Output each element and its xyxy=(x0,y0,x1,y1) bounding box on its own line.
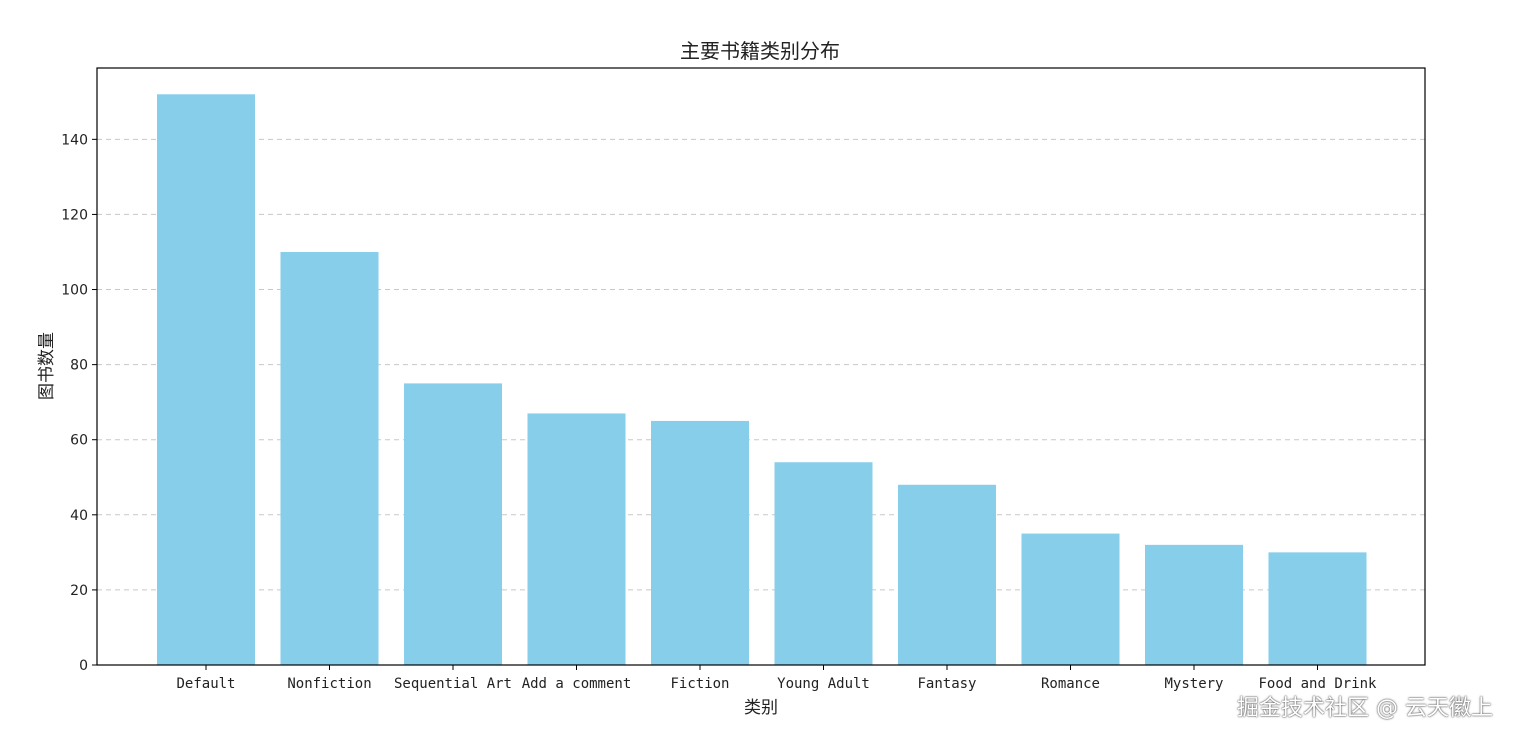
y-axis-ticks: 0 20 40 60 80 100 120 140 xyxy=(61,132,97,674)
x-tick-label: Default xyxy=(176,676,235,692)
y-tick-label: 40 xyxy=(70,508,88,524)
y-tick-label: 20 xyxy=(70,583,88,599)
y-tick-label: 80 xyxy=(70,358,88,374)
bar-mystery xyxy=(1145,544,1243,665)
bar-fantasy xyxy=(898,484,996,665)
x-tick-label: Add a comment xyxy=(522,676,632,692)
y-tick-label: 60 xyxy=(70,433,88,449)
y-tick-label: 100 xyxy=(61,283,88,299)
bar-romance xyxy=(1021,533,1120,665)
bar-add-a-comment xyxy=(527,413,626,665)
y-axis-label: 图书数量 xyxy=(37,332,57,400)
x-tick-label: Sequential Art xyxy=(394,676,512,692)
bar-default xyxy=(157,94,255,665)
x-axis-label: 类别 xyxy=(744,698,778,718)
watermark-text: 掘金技术社区 @ 云天徽上 xyxy=(1237,696,1493,721)
x-tick-label: Young Adult xyxy=(777,676,870,692)
chart-title: 主要书籍类别分布 xyxy=(680,39,840,63)
y-tick-label: 140 xyxy=(61,132,88,148)
x-tick-label: Mystery xyxy=(1164,676,1223,692)
bar-sequential-art xyxy=(404,383,502,665)
x-tick-label: Nonfiction xyxy=(287,676,371,692)
x-tick-label: Romance xyxy=(1041,676,1100,692)
x-tick-label: Food and Drink xyxy=(1258,676,1377,692)
plot-frame xyxy=(96,67,1426,666)
y-tick-label: 0 xyxy=(79,658,88,674)
x-tick-label: Fiction xyxy=(670,676,729,692)
x-axis-ticks: Default Nonfiction Sequential Art Add a com… xyxy=(176,665,1377,692)
bar-young-adult xyxy=(774,462,873,665)
bars-group xyxy=(157,94,1367,665)
x-tick-label: Fantasy xyxy=(917,676,976,692)
bar-food-and-drink xyxy=(1268,552,1367,665)
y-tick-label: 120 xyxy=(61,207,88,223)
bar-fiction xyxy=(651,420,749,665)
bar-nonfiction xyxy=(280,251,379,665)
